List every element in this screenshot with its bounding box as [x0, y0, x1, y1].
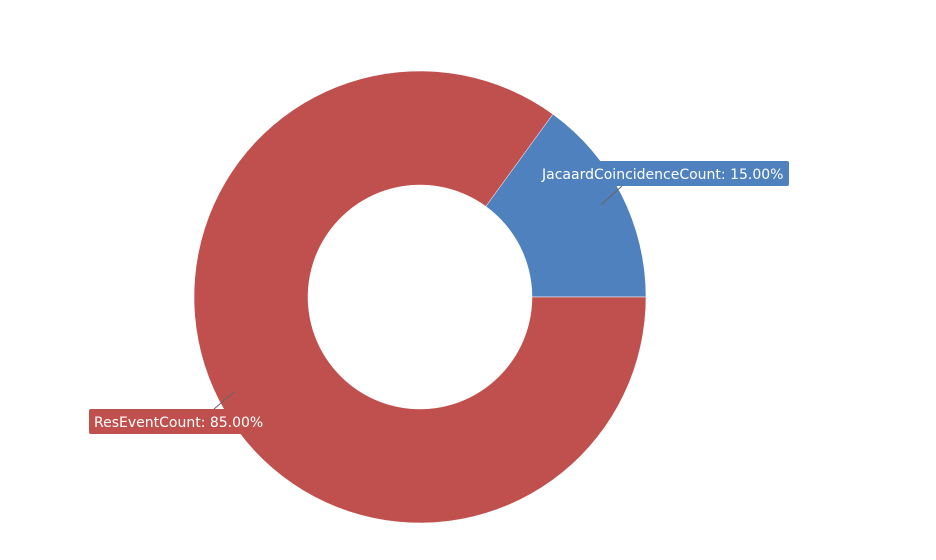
data-label-text: JacaardCoincidenceCount: 15.00% [541, 167, 783, 183]
data-label-text: ResEventCount: 85.00% [94, 415, 263, 431]
leader-line-jacaard-coincidence-count [600, 185, 623, 206]
slice-jacaard-coincidence-count[interactable] [485, 113, 647, 298]
slice-res-event-count[interactable] [193, 70, 647, 524]
data-label-res-event-count: ResEventCount: 85.00% [89, 409, 268, 434]
leader-line-res-event-count [213, 391, 236, 410]
labels-group: JacaardCoincidenceCount: 15.00% ResEventC… [89, 161, 789, 434]
data-label-background [89, 409, 268, 434]
leader-lines-group [213, 185, 623, 410]
data-label-jacaard-coincidence-count: JacaardCoincidenceCount: 15.00% [537, 161, 789, 186]
slices-group [193, 70, 647, 524]
data-label-background [537, 161, 789, 186]
